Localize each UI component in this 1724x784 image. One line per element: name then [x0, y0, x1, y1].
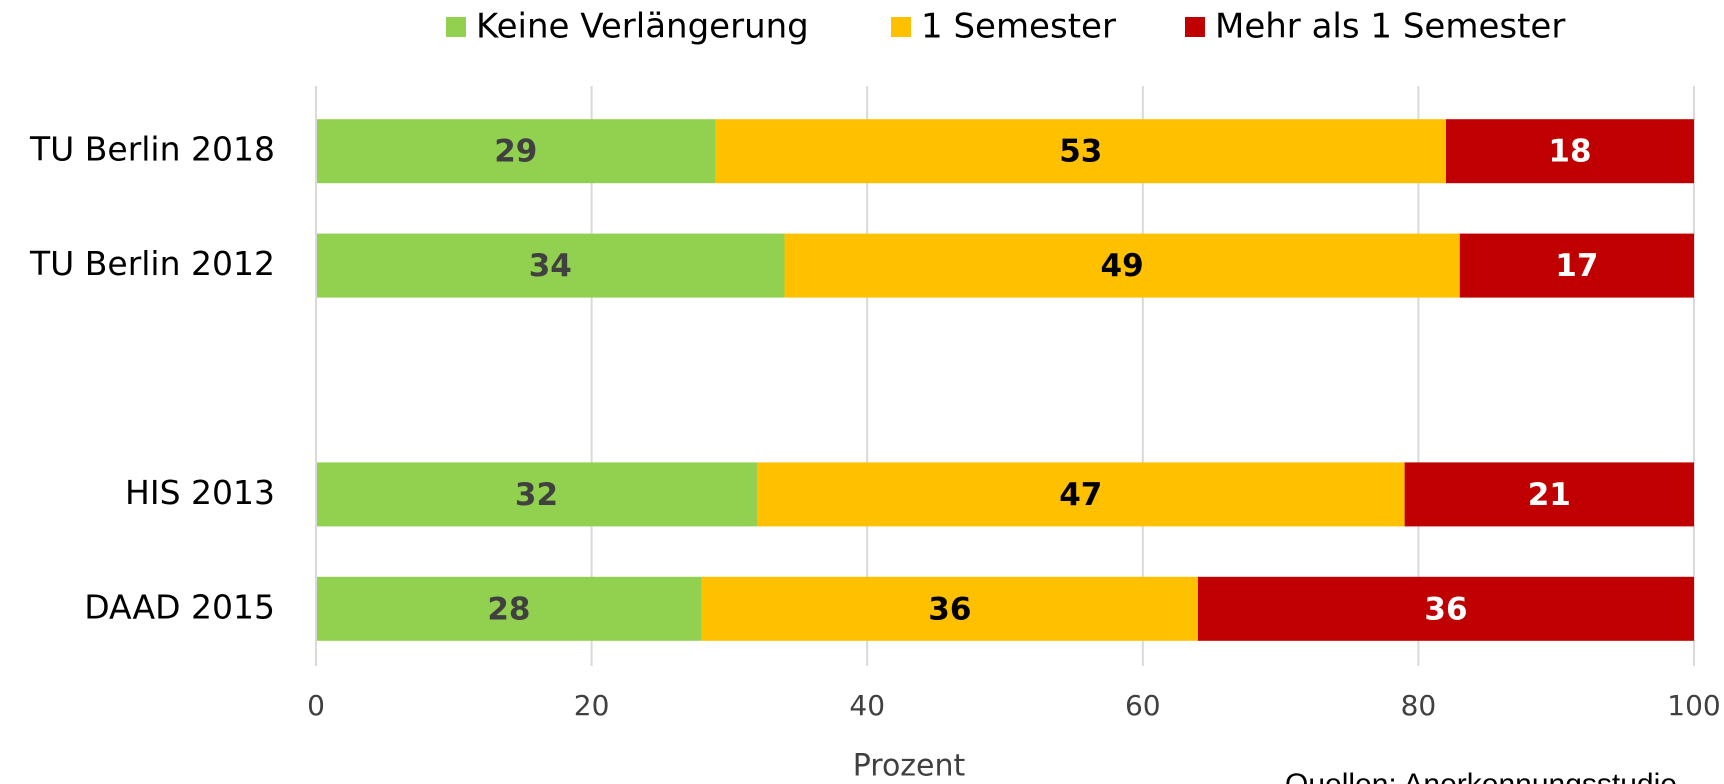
x-tick-label: 20 — [574, 689, 610, 722]
data-label: 17 — [1555, 248, 1598, 284]
y-tick-label: HIS 2013 — [125, 473, 275, 512]
bar-segment — [316, 119, 716, 184]
data-label: 36 — [928, 591, 971, 627]
bar-segment — [316, 576, 702, 641]
data-label: 21 — [1528, 477, 1571, 513]
x-axis-label: Prozent — [853, 749, 966, 784]
y-tick-label: TU Berlin 2012 — [29, 244, 275, 283]
bar-segment — [1459, 233, 1694, 298]
x-tick-label: 40 — [849, 689, 885, 722]
x-tick-label: 0 — [307, 689, 325, 722]
annotation: Quellen: Anerkennungsstudie — [1285, 768, 1677, 784]
legend-swatch — [891, 17, 911, 37]
y-tick-label: DAAD 2015 — [84, 587, 275, 626]
data-label: 36 — [1424, 591, 1467, 627]
bar-segment — [316, 462, 757, 527]
data-label: 29 — [494, 134, 537, 170]
bar-segment — [1404, 462, 1694, 527]
legend-label: 1 Semester — [921, 7, 1116, 47]
x-tick-label: 100 — [1667, 689, 1720, 722]
data-label: 18 — [1548, 134, 1591, 170]
legend-swatch — [1185, 17, 1205, 37]
x-tick-label: 80 — [1401, 689, 1437, 722]
x-tick-label: 60 — [1125, 689, 1161, 722]
data-label: 49 — [1101, 248, 1144, 284]
bar-segment — [1445, 119, 1694, 184]
y-tick-label: TU Berlin 2018 — [29, 130, 275, 169]
bar-segment — [1197, 576, 1694, 641]
bar-segment — [784, 233, 1460, 298]
bar-segment — [316, 233, 785, 298]
legend-label: Keine Verlängerung — [476, 7, 809, 47]
legend-label: Mehr als 1 Semester — [1215, 7, 1565, 47]
bar-segment — [715, 119, 1446, 184]
bar-segment — [756, 462, 1405, 527]
data-label: 28 — [487, 591, 530, 627]
legend-swatch — [446, 17, 466, 37]
data-label: 34 — [529, 248, 572, 284]
data-label: 32 — [515, 477, 558, 513]
data-label: 53 — [1059, 134, 1102, 170]
data-label: 47 — [1059, 477, 1102, 513]
bar-segment — [701, 576, 1198, 641]
